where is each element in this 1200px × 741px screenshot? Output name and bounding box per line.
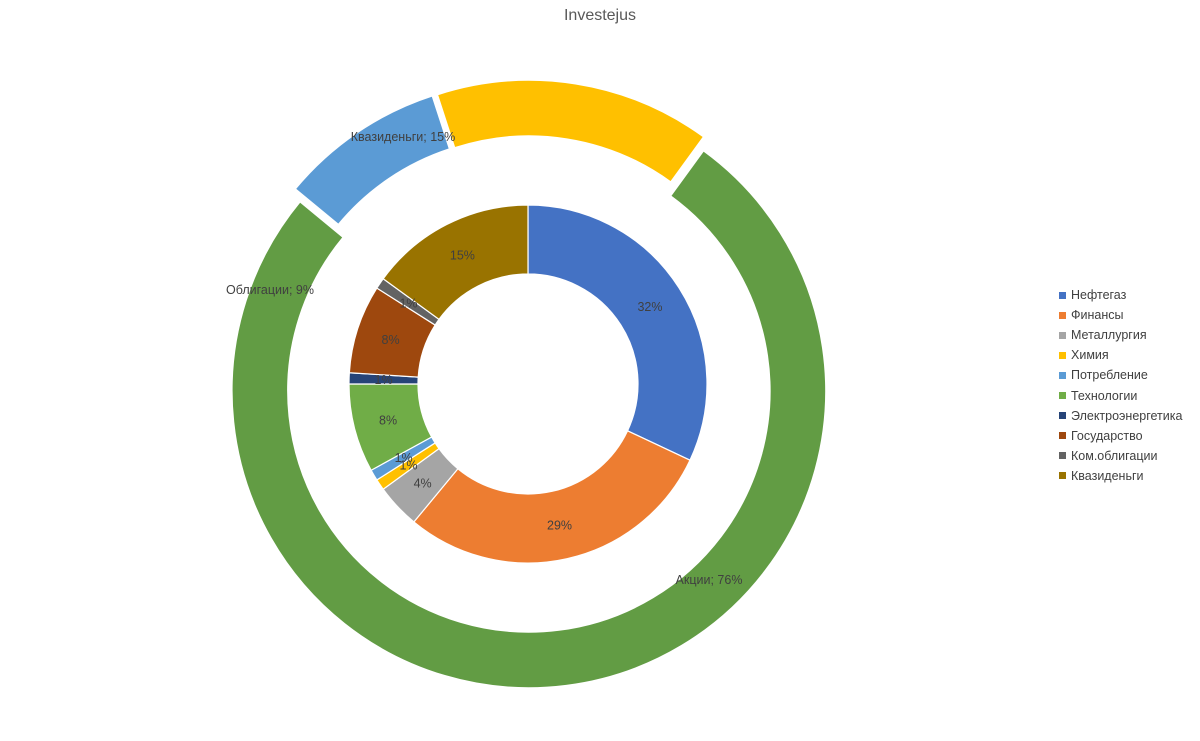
legend-swatch [1059,392,1066,400]
legend-item[interactable]: Нефтегаз [1059,285,1182,305]
legend-label: Квазиденьги [1071,468,1144,483]
legend-item[interactable]: Финансы [1059,305,1182,325]
legend-item[interactable]: Технологии [1059,385,1182,405]
inner-slice-label: 1% [399,296,417,310]
outer-slice-2[interactable] [294,94,451,226]
inner-slice-0[interactable] [527,204,708,462]
outer-slice-1[interactable] [231,149,827,689]
legend-label: Металлургия [1071,328,1147,343]
legend-label: Химия [1071,348,1109,363]
legend-item[interactable]: Электроэнергетика [1059,406,1182,426]
legend-swatch [1059,351,1066,359]
legend-label: Технологии [1071,388,1138,403]
legend-label: Государство [1071,428,1143,443]
outer-slice-0[interactable] [436,79,705,184]
legend-swatch [1059,371,1066,379]
outer-slice-label: Облигации; 9% [226,283,314,297]
legend-label: Нефтегаз [1071,288,1127,303]
legend-label: Финансы [1071,308,1124,323]
legend-label: Потребление [1071,368,1148,383]
inner-slice-label: 1% [399,459,417,473]
legend-swatch [1059,311,1066,319]
legend-label: Электроэнергетика [1071,408,1183,423]
legend-swatch [1059,432,1066,440]
inner-slice-label: 29% [547,519,572,533]
outer-slice-label: Акции; 76% [676,573,743,587]
inner-slice-label: 8% [379,413,397,427]
legend-swatch [1059,291,1066,299]
legend-item[interactable]: Металлургия [1059,325,1182,345]
inner-slice-label: 4% [414,476,432,490]
chart-title: Investejus [563,7,637,24]
inner-slice-label: 32% [637,300,662,314]
legend-swatch [1059,412,1066,420]
legend-swatch [1059,452,1066,460]
inner-slice-label: 15% [450,249,475,263]
legend-swatch [1059,472,1066,480]
inner-slice-1[interactable] [413,430,691,564]
inner-slice-label: 8% [382,333,400,347]
legend-label: Ком.облигации [1071,448,1158,463]
legend-item[interactable]: Химия [1059,345,1182,365]
legend-item[interactable]: Ком.облигации [1059,446,1182,466]
legend-swatch [1059,331,1066,339]
legend-item[interactable]: Потребление [1059,365,1182,385]
inner-slice-label: 1% [395,451,413,465]
legend-item[interactable]: Государство [1059,426,1182,446]
outer-slice-label: Квазиденьги; 15% [351,130,455,144]
inner-slice-9[interactable] [382,204,529,321]
inner-slice-label: 1% [375,373,393,387]
chart-legend: Нефтегаз Финансы Металлургия Химия Потреблен… [1059,285,1182,486]
legend-item[interactable]: Квазиденьги [1059,466,1182,486]
